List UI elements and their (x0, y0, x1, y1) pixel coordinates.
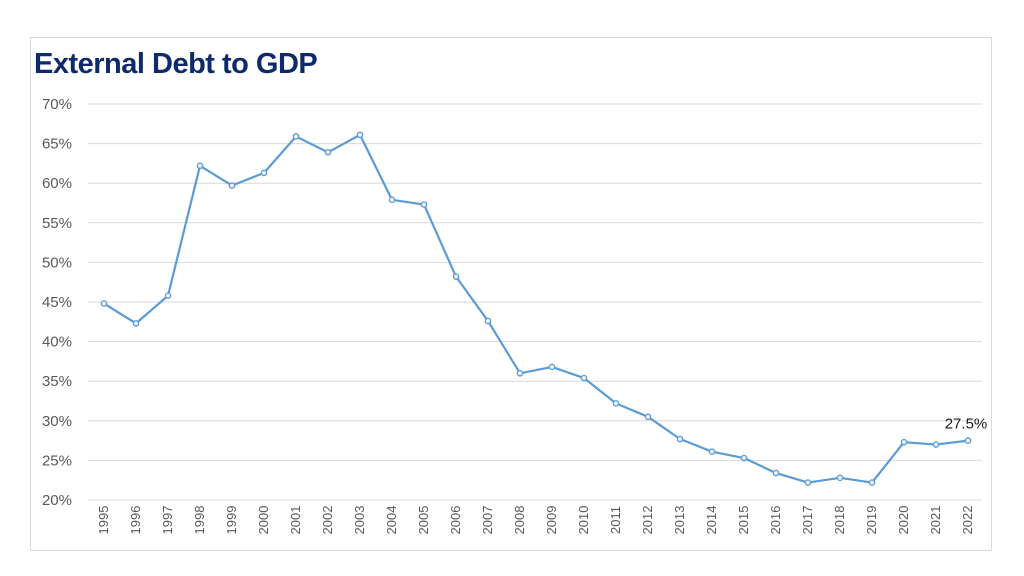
data-point (612, 400, 620, 407)
x-tick-label: 2000 (256, 506, 271, 535)
y-tick-label: 25% (42, 452, 72, 469)
x-tick-label: 1995 (96, 506, 111, 535)
x-tick-label: 2021 (928, 506, 943, 535)
data-point (676, 435, 684, 443)
x-tick-label: 1997 (160, 506, 175, 535)
data-point (228, 182, 236, 189)
x-tick-label: 2001 (288, 506, 303, 535)
data-point (356, 131, 364, 139)
data-point (132, 320, 140, 327)
data-point (836, 474, 844, 482)
data-point (452, 273, 460, 280)
data-point (516, 369, 524, 377)
x-tick-label: 2010 (576, 506, 591, 535)
x-tick-label: 2015 (736, 506, 751, 535)
data-point (900, 438, 908, 446)
data-point (548, 363, 556, 371)
data-point (964, 437, 972, 444)
data-point (804, 479, 812, 486)
data-point (644, 413, 652, 421)
x-tick-label: 2003 (352, 506, 367, 535)
y-tick-label: 65% (42, 136, 72, 153)
x-tick-label: 2017 (800, 506, 815, 535)
x-tick-label: 2009 (544, 506, 559, 535)
y-tick-label: 35% (42, 373, 72, 390)
x-tick-label: 2002 (320, 506, 335, 535)
x-tick-label: 2004 (384, 506, 399, 535)
x-tick-label: 2008 (512, 506, 527, 535)
x-tick-label: 2011 (608, 506, 623, 534)
y-tick-label: 45% (42, 294, 72, 311)
data-label: 27.5% (945, 416, 988, 433)
y-tick-label: 55% (42, 215, 72, 232)
x-tick-label: 2013 (672, 506, 687, 535)
x-tick-label: 2020 (896, 506, 911, 535)
x-tick-label: 2005 (416, 506, 431, 535)
x-tick-label: 2007 (480, 506, 495, 535)
x-tick-label: 1998 (192, 506, 207, 535)
data-point (708, 448, 716, 455)
y-tick-label: 40% (42, 334, 72, 351)
x-tick-label: 2012 (640, 506, 655, 535)
y-tick-label: 50% (42, 254, 72, 271)
x-tick-label: 2014 (704, 506, 719, 535)
data-point (740, 454, 748, 462)
chart-title: External Debt to GDP (34, 48, 318, 80)
chart-frame (30, 37, 992, 551)
data-point (292, 133, 300, 140)
x-tick-label: 2018 (832, 506, 847, 535)
data-point (580, 374, 588, 382)
x-tick-label: 1999 (224, 506, 239, 535)
data-point (164, 292, 172, 299)
x-tick-label: 2019 (864, 506, 879, 535)
y-tick-label: 70% (42, 96, 72, 113)
y-tick-label: 30% (42, 413, 72, 430)
data-point (420, 201, 428, 208)
y-tick-label: 20% (42, 492, 72, 509)
data-point (260, 169, 268, 177)
data-point (196, 162, 204, 170)
x-tick-label: 2006 (448, 506, 463, 535)
x-tick-label: 2016 (768, 506, 783, 535)
data-point (324, 149, 332, 156)
data-point (388, 196, 396, 204)
data-point (772, 469, 780, 477)
data-point (100, 300, 108, 307)
data-point (932, 441, 940, 448)
x-tick-label: 1996 (128, 506, 143, 535)
x-tick-label: 2022 (960, 506, 975, 535)
series-line (102, 133, 970, 484)
data-point (484, 317, 492, 325)
y-tick-label: 60% (42, 175, 72, 192)
data-point (868, 479, 876, 486)
